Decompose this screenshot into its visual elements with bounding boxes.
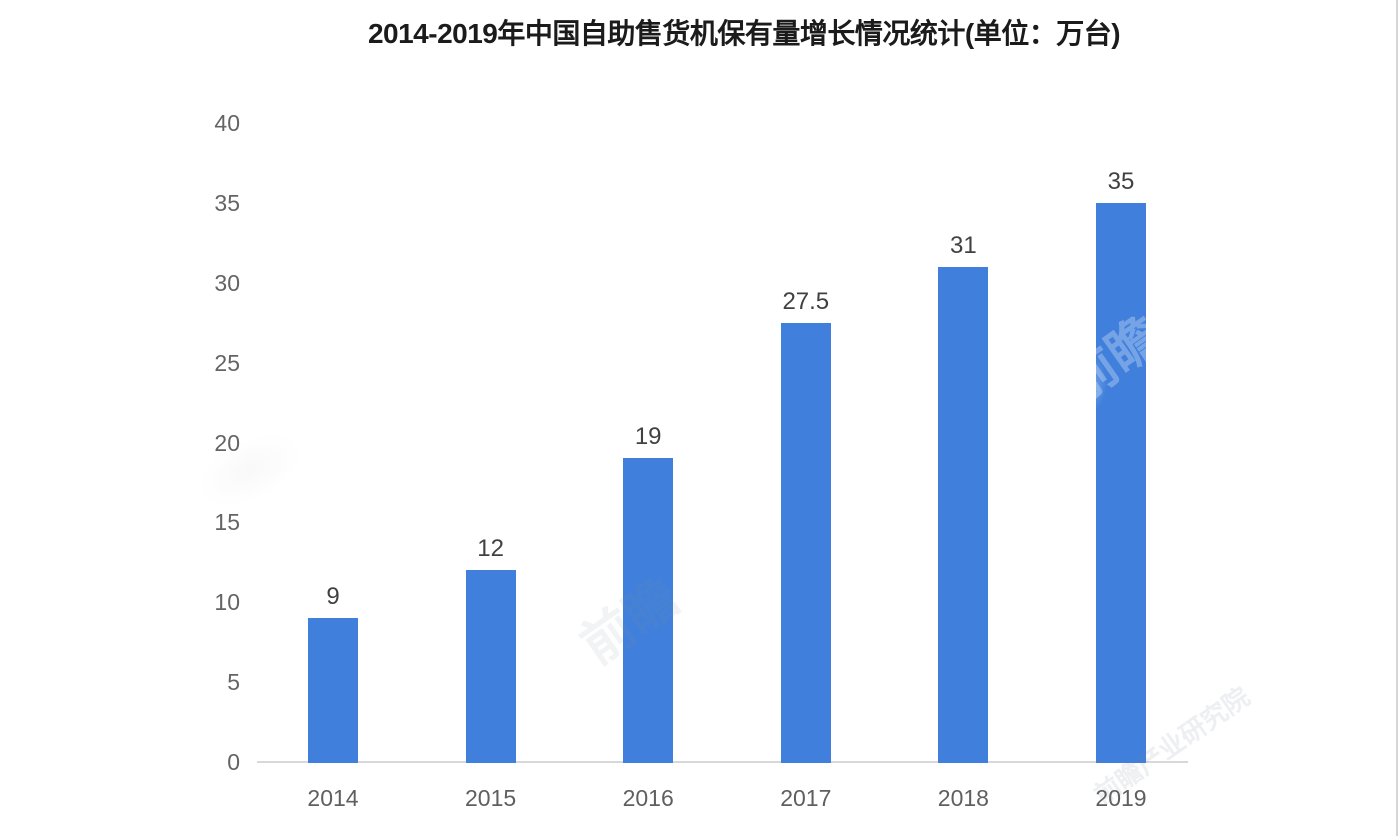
x-axis-tick-label: 2019 bbox=[1095, 785, 1147, 811]
chart-title: 2014-2019年中国自助售货机保有量增长情况统计(单位：万台) bbox=[367, 18, 1121, 49]
bar-value-label: 27.5 bbox=[782, 287, 830, 315]
bar-2018 bbox=[938, 266, 989, 763]
y-axis-tick-label: 10 bbox=[214, 589, 240, 616]
bar-value-label: 35 bbox=[1107, 167, 1135, 195]
x-axis-line bbox=[257, 761, 1188, 763]
bar-2014 bbox=[308, 618, 358, 763]
bar-2016 bbox=[623, 458, 674, 763]
bar-2015 bbox=[465, 570, 516, 763]
y-axis-tick-label: 15 bbox=[214, 509, 240, 536]
bar-value-label: 19 bbox=[634, 423, 662, 451]
x-axis-tick-label: 2018 bbox=[937, 785, 989, 811]
y-axis-tick-label: 5 bbox=[227, 669, 240, 696]
y-axis-tick-label: 40 bbox=[214, 110, 240, 136]
x-axis-tick-label: 2014 bbox=[307, 785, 359, 811]
image-right-border bbox=[1396, 0, 1398, 836]
y-axis-tick-label: 0 bbox=[227, 749, 240, 775]
bar-value-label: 31 bbox=[950, 231, 977, 259]
y-axis-tick-label: 30 bbox=[214, 269, 240, 296]
x-axis-tick-label: 2016 bbox=[622, 785, 674, 811]
y-axis-tick-label: 35 bbox=[214, 189, 240, 216]
y-axis-tick-label: 25 bbox=[214, 349, 240, 376]
bar-2019 bbox=[1096, 202, 1146, 763]
x-axis-tick-label: 2015 bbox=[465, 785, 517, 811]
bar-value-label: 12 bbox=[477, 535, 504, 563]
bar-value-label: 9 bbox=[326, 583, 340, 611]
bar-2017 bbox=[780, 322, 831, 763]
y-axis-tick-label: 20 bbox=[214, 429, 240, 456]
x-axis-tick-label: 2017 bbox=[780, 785, 832, 811]
